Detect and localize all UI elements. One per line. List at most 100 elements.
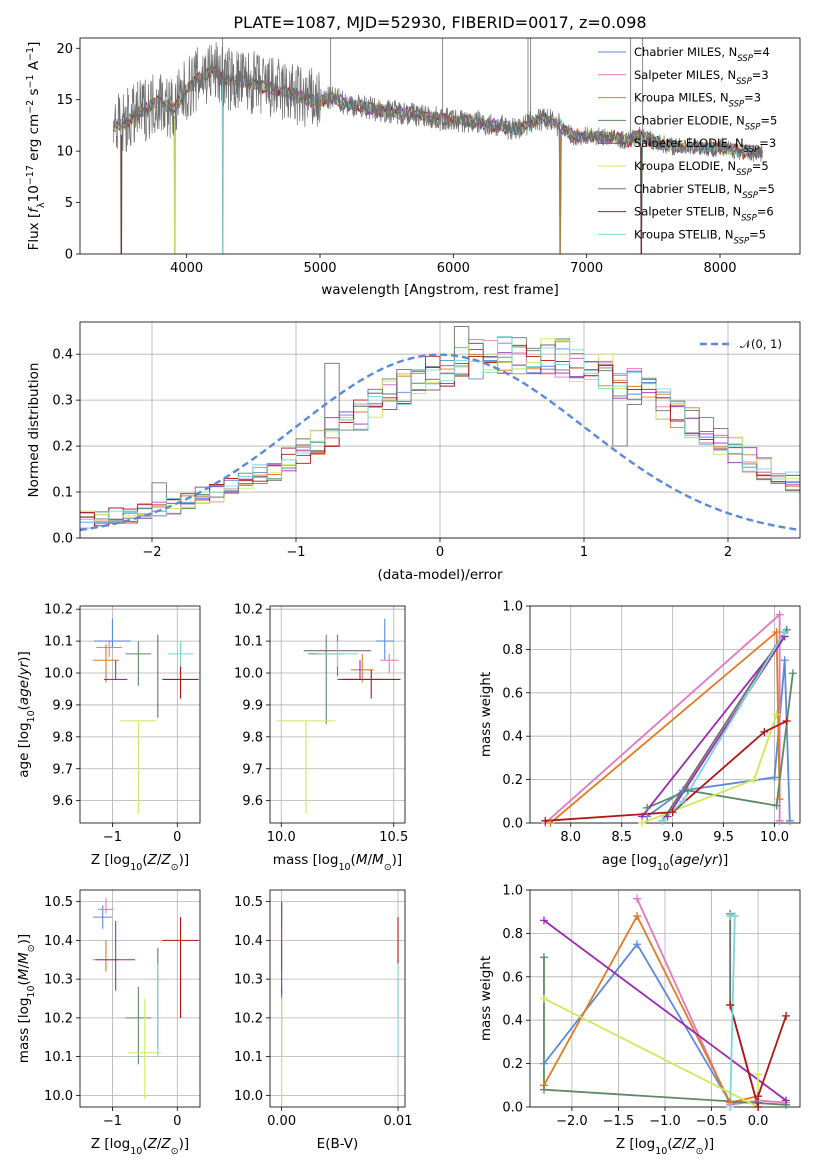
label-part: / bbox=[367, 852, 372, 868]
x-tick-label: −2 bbox=[142, 545, 161, 560]
label-part: )] bbox=[16, 934, 32, 945]
histogram-8 bbox=[80, 344, 800, 527]
panel-mass_vs_Z: −1 010.010.110.210.310.410.5Z [log10(Z/Z⊙… bbox=[16, 889, 201, 1157]
legend-sub: SSP bbox=[744, 145, 760, 155]
y-tick-label: 10.0 bbox=[234, 1089, 263, 1104]
y-tick-label: 0.6 bbox=[502, 686, 523, 701]
legend-suffix: =5 bbox=[760, 113, 777, 127]
x-axis-label: wavelength [Angstrom, rest frame] bbox=[321, 282, 559, 298]
plot-area bbox=[276, 618, 401, 814]
y-tick-label: 0.8 bbox=[502, 927, 523, 942]
label-part: Flux [ bbox=[26, 213, 42, 251]
x-axis-label: E(B-V) bbox=[317, 1136, 359, 1152]
label-part: M bbox=[356, 852, 368, 868]
y-tick-label: 0.6 bbox=[502, 970, 523, 985]
legend-suffix: =3 bbox=[752, 68, 769, 82]
y-tick-label: 20 bbox=[56, 42, 73, 57]
panel-weight_vs_age: 8.0 8.5 9.0 9.5 10.0 0.0 0.2 0.4 0.6 0.8 1.0 age [l… bbox=[478, 600, 801, 873]
label-part: / bbox=[157, 1136, 162, 1152]
normal-curve bbox=[80, 353, 800, 532]
weight-line bbox=[543, 942, 759, 1104]
panel-mass_vs_ebv: 0.00 0.01 10.0 10.1 10.2 10.3 10.4 10.5 E(B-V) bbox=[234, 889, 412, 1152]
y-tick-label: 0 bbox=[65, 248, 73, 263]
histogram-3 bbox=[80, 341, 800, 524]
label-part: Z [log bbox=[616, 1136, 655, 1152]
legend-text: Kroupa STELIB, N bbox=[634, 227, 734, 241]
y-tick-label: 10.1 bbox=[234, 635, 263, 650]
legend-label: Kroupa STELIB, NSSP=5 bbox=[634, 227, 766, 246]
label-part: ( bbox=[351, 852, 356, 868]
x-tick-label: 7000 bbox=[570, 261, 603, 276]
y-axis-label: age [log10(age/yr)] bbox=[16, 651, 37, 777]
plot-area bbox=[92, 897, 199, 1100]
label-part: / bbox=[682, 1136, 687, 1152]
label-part: −1 bbox=[25, 47, 36, 61]
label-part: Z bbox=[160, 852, 171, 868]
weight-marker bbox=[760, 727, 769, 736]
label-part: λ bbox=[36, 202, 47, 208]
legend-sub: SSP bbox=[741, 214, 757, 224]
label-part: M bbox=[16, 952, 32, 964]
label-part: ( bbox=[669, 852, 674, 868]
x-tick-label: 10.0 bbox=[760, 830, 789, 845]
weight-marker bbox=[780, 628, 789, 637]
label-part: −2 bbox=[25, 100, 36, 114]
label-part: mass [log bbox=[273, 852, 339, 868]
label-part: 10 bbox=[655, 1146, 667, 1157]
x-tick-label: −1.5 bbox=[603, 1114, 635, 1129]
y-tick-label: 9.9 bbox=[242, 698, 263, 713]
label-part: / bbox=[700, 852, 705, 868]
x-tick-label: 10.5 bbox=[379, 830, 408, 845]
y-tick-label: 0.0 bbox=[502, 1101, 523, 1116]
label-part: M bbox=[16, 968, 32, 980]
weight-marker bbox=[539, 1085, 548, 1094]
weight-marker bbox=[633, 894, 642, 903]
legend-text: Salpeter MILES, N bbox=[634, 68, 736, 82]
weight-marker bbox=[754, 1070, 763, 1079]
label-part: s bbox=[26, 88, 42, 99]
plot-area bbox=[544, 612, 794, 823]
y-tick-label: 10.4 bbox=[44, 934, 73, 949]
legend-suffix: =4 bbox=[753, 45, 770, 59]
weight-marker bbox=[775, 795, 784, 804]
weight-line bbox=[646, 673, 794, 809]
legend-sub: SSP bbox=[736, 168, 752, 178]
weight-marker bbox=[658, 816, 667, 825]
legend-sub: SSP bbox=[736, 77, 752, 87]
y-tick-label: 10.2 bbox=[234, 1011, 263, 1026]
weight-marker bbox=[726, 1001, 735, 1010]
y-axis-label: mass weight bbox=[478, 672, 494, 757]
y-tick-label: 10.5 bbox=[44, 895, 73, 910]
legend-text: Salpeter ELODIE, N bbox=[634, 136, 744, 150]
weight-marker bbox=[683, 786, 692, 795]
weight-marker bbox=[780, 656, 789, 665]
x-axis-label: mass [log10(M/M⊙)] bbox=[273, 852, 402, 873]
y-tick-label: 10.3 bbox=[234, 973, 263, 988]
x-axis-label: Z [log10(Z/Z⊙)] bbox=[616, 1136, 714, 1157]
x-tick-label: 6000 bbox=[437, 261, 470, 276]
label-part: Z bbox=[672, 1136, 683, 1152]
y-tick-label: 0.1 bbox=[52, 486, 73, 501]
weight-marker bbox=[772, 628, 781, 637]
legend-label: Chabrier MILES, NSSP=4 bbox=[634, 45, 770, 64]
y-tick-label: 5 bbox=[65, 196, 73, 211]
weight-marker bbox=[750, 775, 759, 784]
plot-area bbox=[281, 901, 399, 1104]
y-axis-label: mass weight bbox=[478, 956, 494, 1041]
label-part: ( bbox=[142, 852, 147, 868]
weight-marker bbox=[754, 1092, 763, 1101]
y-tick-label: 10 bbox=[56, 145, 73, 160]
label-part: age bbox=[16, 680, 32, 705]
y-tick-label: 0.2 bbox=[502, 1057, 523, 1072]
legend-suffix: =5 bbox=[758, 182, 775, 196]
label-part: 10 bbox=[338, 862, 350, 873]
axes-frame bbox=[79, 37, 801, 255]
label-part: ( bbox=[16, 980, 32, 985]
x-tick-label: −1 bbox=[286, 545, 305, 560]
legend-label: Chabrier STELIB, NSSP=5 bbox=[634, 182, 775, 201]
legend-text: Chabrier STELIB, N bbox=[634, 182, 742, 196]
weight-marker bbox=[633, 912, 642, 921]
